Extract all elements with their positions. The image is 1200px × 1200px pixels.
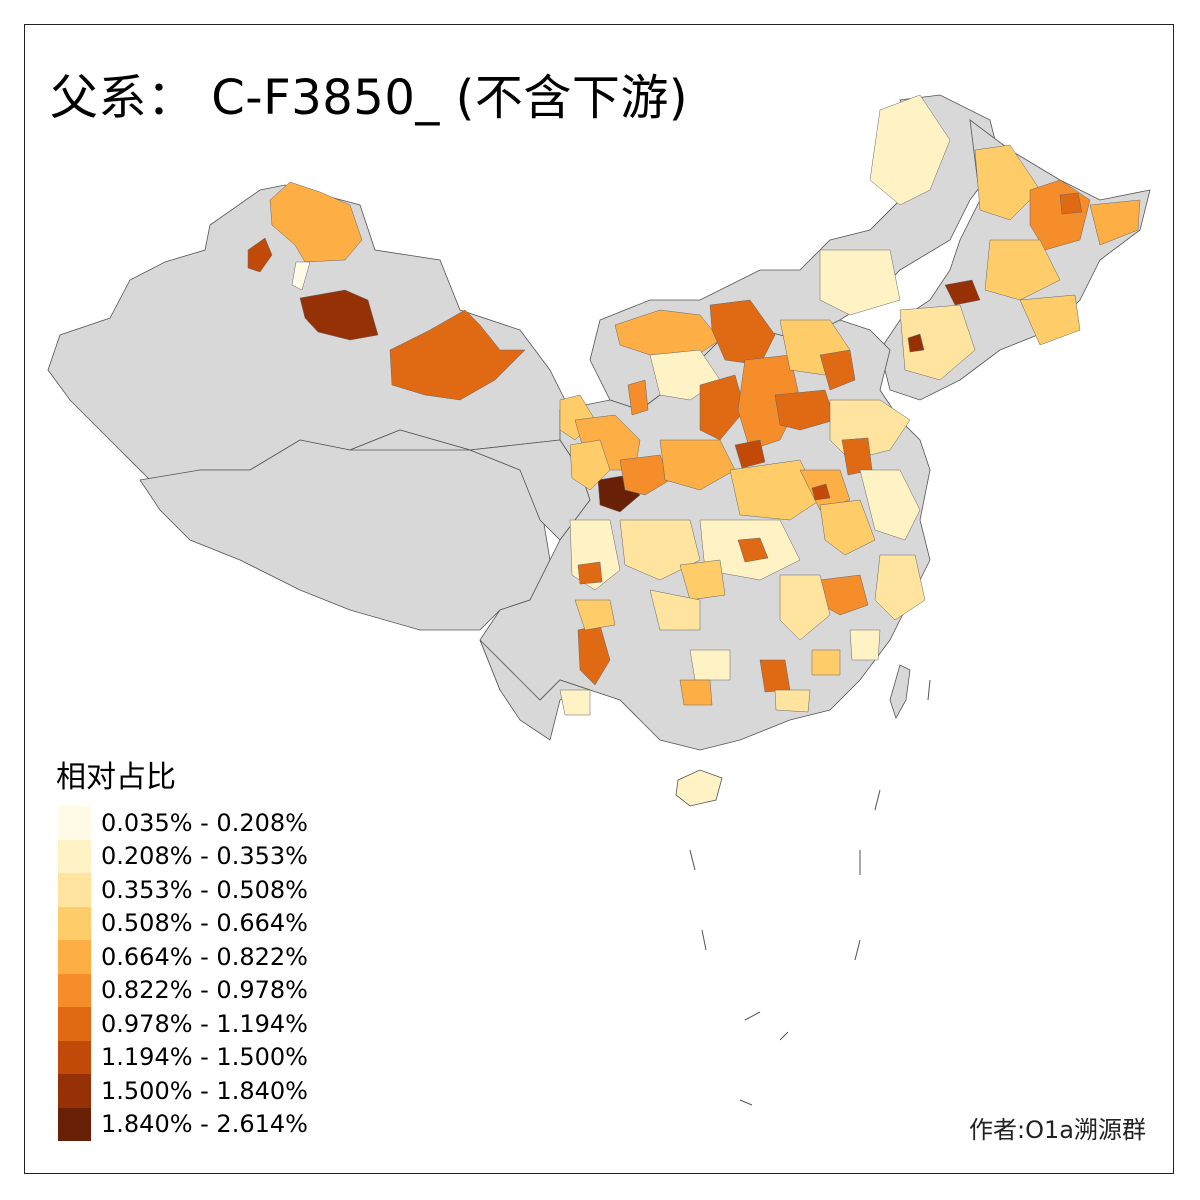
area-jiangsu	[859, 469, 921, 541]
legend-label: 0.508% - 0.664%	[101, 909, 308, 938]
legend-label: 1.500% - 1.840%	[101, 1076, 308, 1105]
area-qinghai-east	[569, 439, 611, 491]
area-hlj-mid	[974, 144, 1041, 221]
area-jilin	[984, 239, 1061, 301]
area-shaanxi-north	[699, 374, 746, 441]
legend-label: 1.840% - 2.614%	[101, 1110, 308, 1139]
area-beijing-tianjin	[819, 349, 856, 391]
legend-swatch	[58, 1107, 91, 1141]
legend-row: 0.353% - 0.508%	[58, 873, 308, 907]
region-taiwan	[889, 664, 911, 719]
legend-swatch	[58, 1074, 91, 1108]
area-anhui	[819, 499, 876, 556]
area-fujian-coast	[849, 629, 881, 661]
area-zhejiang	[874, 554, 926, 621]
legend-swatch	[58, 1007, 91, 1041]
area-dalian	[907, 333, 925, 353]
legend-label: 0.664% - 0.822%	[101, 942, 308, 971]
south-china-sea-islands	[689, 679, 931, 1106]
area-liaoning	[899, 304, 976, 381]
area-ningxia	[627, 379, 649, 416]
area-alxa	[614, 309, 721, 361]
area-yunnan-north	[574, 599, 616, 631]
legend-row: 0.664% - 0.822%	[58, 940, 308, 974]
area-shanxi-south	[734, 439, 766, 469]
legend-swatch	[58, 873, 91, 907]
legend-swatch	[58, 906, 91, 940]
area-hubei-red	[737, 537, 769, 563]
legend-row: 0.208% - 0.353%	[58, 839, 308, 873]
legend-label: 0.035% - 0.208%	[101, 808, 308, 837]
legend-label: 0.208% - 0.353%	[101, 842, 308, 871]
legend: 0.035% - 0.208% 0.208% - 0.353% 0.353% - 0…	[58, 806, 308, 1141]
legend-row: 0.035% - 0.208%	[58, 806, 308, 840]
legend-row: 1.840% - 2.614%	[58, 1107, 308, 1141]
legend-label: 0.822% - 0.978%	[101, 976, 308, 1005]
area-guangdong-north	[759, 659, 791, 693]
area-tacheng	[247, 237, 273, 273]
area-hebei-west	[774, 389, 836, 431]
legend-row: 0.978% - 1.194%	[58, 1007, 308, 1041]
area-chifeng	[819, 249, 901, 316]
area-fujian	[811, 649, 841, 676]
legend-row: 0.822% - 0.978%	[58, 973, 308, 1007]
legend-label: 0.353% - 0.508%	[101, 875, 308, 904]
area-guangxi-north	[689, 649, 731, 681]
area-henan	[729, 459, 821, 521]
area-yunnan-south	[559, 689, 591, 716]
legend-label: 0.978% - 1.194%	[101, 1009, 308, 1038]
area-hami	[389, 309, 526, 401]
area-karamay	[291, 261, 311, 291]
area-guizhou	[649, 589, 701, 631]
area-jiangxi	[779, 574, 831, 641]
legend-row: 1.194% - 1.500%	[58, 1040, 308, 1074]
area-chongqing	[679, 559, 726, 601]
area-jilin-east	[1089, 199, 1141, 246]
legend-swatch	[58, 839, 91, 873]
map-frame	[24, 24, 1174, 1174]
author-credit: 作者:O1a溯源群	[969, 1116, 1146, 1144]
region-hainan	[675, 769, 723, 807]
legend-title: 相对占比	[56, 760, 176, 795]
area-zhengzhou	[811, 483, 831, 501]
legend-swatch	[58, 973, 91, 1007]
legend-swatch	[58, 1040, 91, 1074]
area-sichuan-red	[577, 561, 603, 585]
legend-row: 0.508% - 0.664%	[58, 906, 308, 940]
area-guangdong	[774, 689, 811, 713]
legend-row: 1.500% - 1.840%	[58, 1074, 308, 1108]
legend-swatch	[58, 940, 91, 974]
area-hlj-nw	[1059, 192, 1083, 215]
legend-label: 1.194% - 1.500%	[101, 1043, 308, 1072]
area-shaanxi-mid	[659, 439, 736, 491]
area-longnan	[619, 454, 671, 496]
area-changji	[299, 289, 379, 341]
legend-swatch	[58, 806, 91, 840]
area-altay	[269, 181, 363, 263]
area-hlj-west	[869, 94, 951, 206]
area-liaoning-east	[1019, 294, 1081, 346]
map-title: 父系： C-F3850_ (不含下游)	[50, 70, 689, 126]
area-changchun	[944, 279, 981, 306]
area-guangxi	[679, 679, 713, 706]
